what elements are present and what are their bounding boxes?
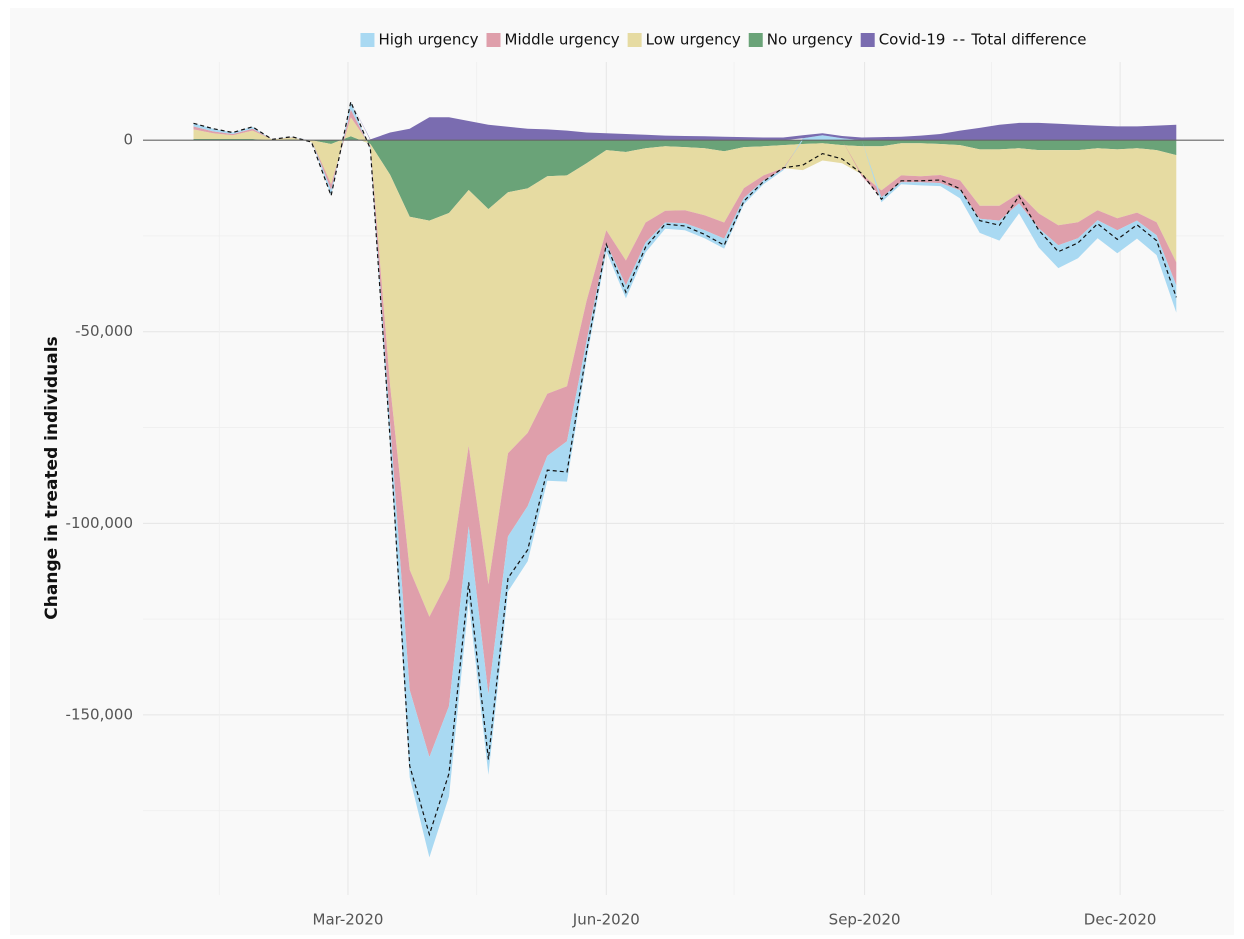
y-tick-label: -50,000 (75, 322, 133, 340)
x-tick-label: Jun-2020 (572, 911, 640, 929)
x-tick-label: Sep-2020 (829, 911, 901, 929)
area (193, 136, 1177, 221)
legend-swatch (486, 33, 501, 47)
total-line (193, 99, 1177, 837)
legend-label: High urgency (378, 31, 478, 49)
legend-label: Low urgency (646, 31, 741, 49)
area (193, 117, 1177, 617)
y-tick-label: 0 (123, 131, 133, 149)
legend-swatch (860, 33, 875, 47)
legend-label: No urgency (767, 31, 853, 49)
areas (193, 99, 1177, 858)
legend-label: Covid-19 (879, 31, 946, 49)
x-tick-label: Mar-2020 (313, 911, 384, 929)
axes: 0 -50,000 -100,000 -150,000 Mar-2020 Jun-2020… (66, 131, 1224, 929)
x-tick-label: Dec-2020 (1084, 911, 1157, 929)
y-axis-label: Change in treated individuals (42, 336, 62, 619)
legend: High urgency Middle urgency Low urgency No … (360, 31, 1087, 49)
area (193, 101, 1177, 141)
legend-label: Total difference (970, 31, 1086, 49)
legend-label: Middle urgency (505, 31, 620, 49)
y-tick-label: -100,000 (66, 514, 133, 532)
y-tick-label: -150,000 (66, 705, 133, 723)
legend-swatch (748, 33, 763, 47)
legend-swatch (627, 33, 642, 47)
legend-swatch (360, 33, 375, 47)
